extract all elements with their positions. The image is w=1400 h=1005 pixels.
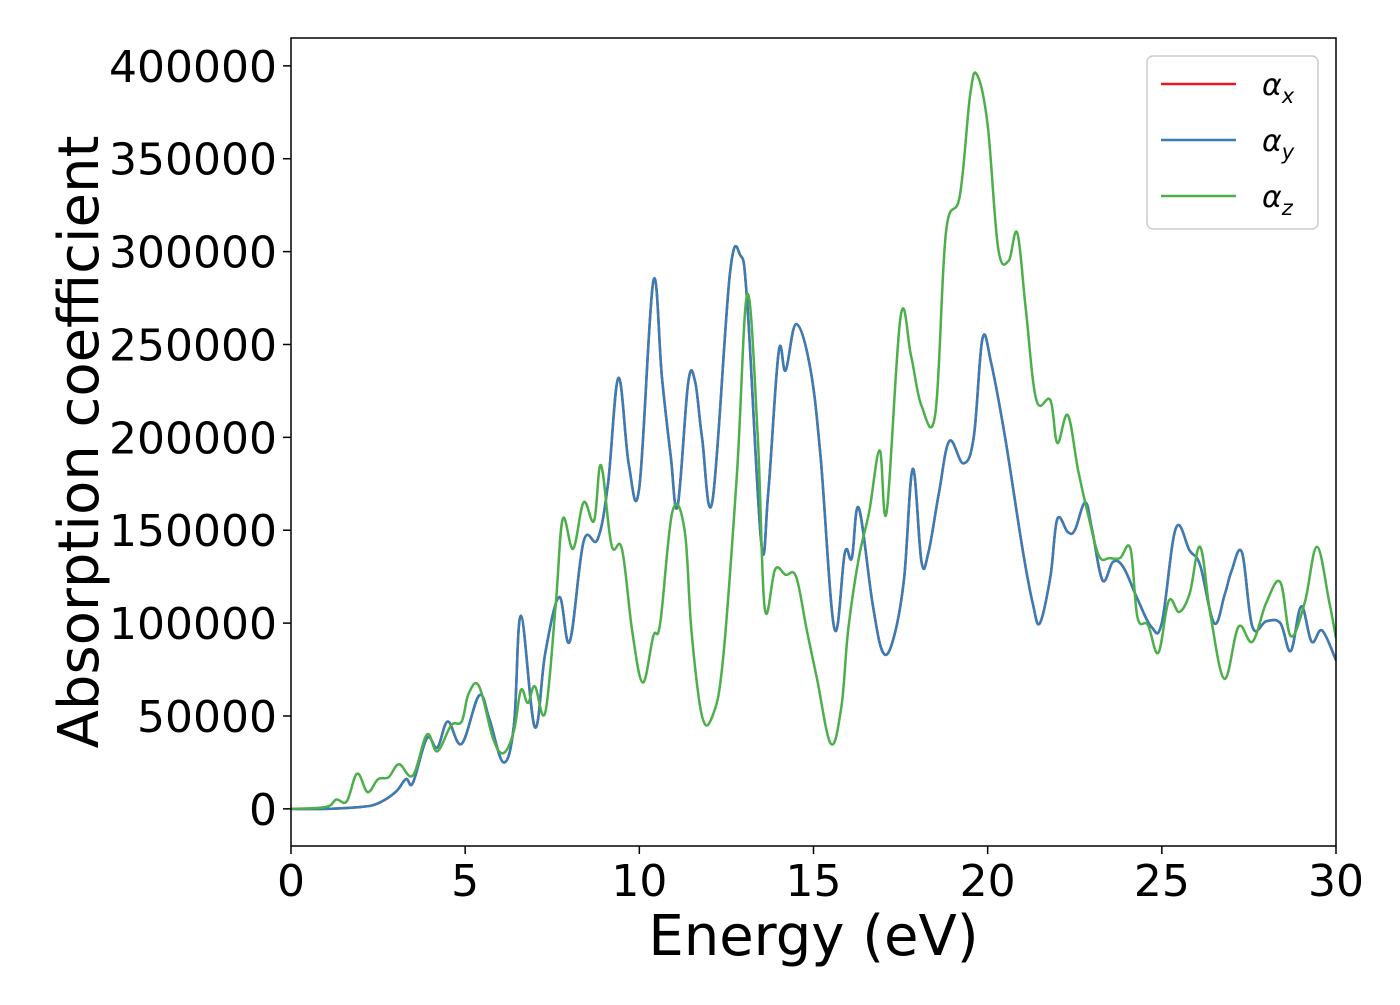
legend-label-alpha-x: αx <box>1262 68 1295 108</box>
x-tick-label: 25 <box>1134 856 1190 907</box>
series-line-alpha-z <box>291 71 1336 811</box>
legend-label-alpha-z: αz <box>1262 180 1294 220</box>
y-axis-title: Absorption coefficient <box>47 136 112 749</box>
y-tick-label: 350000 <box>109 135 277 186</box>
legend-box <box>1146 55 1319 230</box>
x-tick-label: 5 <box>451 856 479 907</box>
y-tick-label: 200000 <box>109 413 277 464</box>
x-tick-label: 15 <box>786 856 842 907</box>
y-tick-label: 400000 <box>109 42 277 93</box>
y-tick-label: 150000 <box>109 506 277 557</box>
series-line-alpha-y <box>291 245 1336 811</box>
y-tick-label: 100000 <box>109 599 277 650</box>
x-tick-label: 20 <box>960 856 1016 907</box>
y-tick-label: 250000 <box>109 320 277 371</box>
axes-ticks: 0 5 10 15 20 25 30 0 50000 100000 150000 200000 2500… <box>109 42 1364 907</box>
y-tick-label: 50000 <box>137 692 277 743</box>
x-axis-title: Energy (eV) <box>648 904 978 969</box>
y-tick-label: 300000 <box>109 228 277 279</box>
legend: αx αy αz <box>1146 55 1319 230</box>
y-tick-label: 0 <box>249 785 277 836</box>
legend-label-alpha-y: αy <box>1262 124 1295 164</box>
x-tick-label: 30 <box>1308 856 1364 907</box>
series-line-alpha-x <box>291 245 1336 811</box>
plot-area <box>291 71 1336 811</box>
x-tick-label: 10 <box>611 856 667 907</box>
x-tick-label: 0 <box>277 856 305 907</box>
